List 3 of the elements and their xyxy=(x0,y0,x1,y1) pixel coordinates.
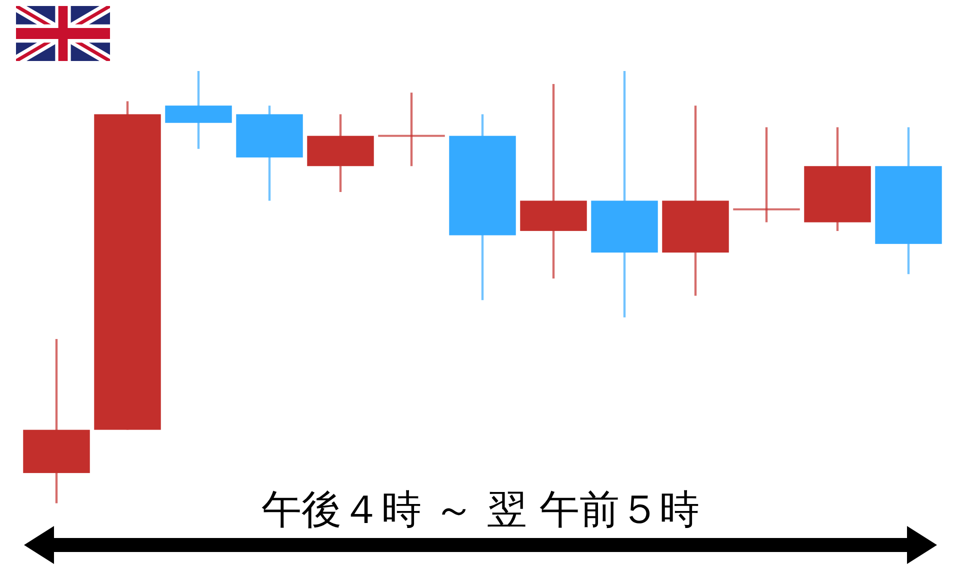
candlestick xyxy=(378,92,445,168)
x-axis-title: 午後４時 ～ 翌 午前５時 xyxy=(261,487,700,533)
candlestick xyxy=(733,126,800,224)
